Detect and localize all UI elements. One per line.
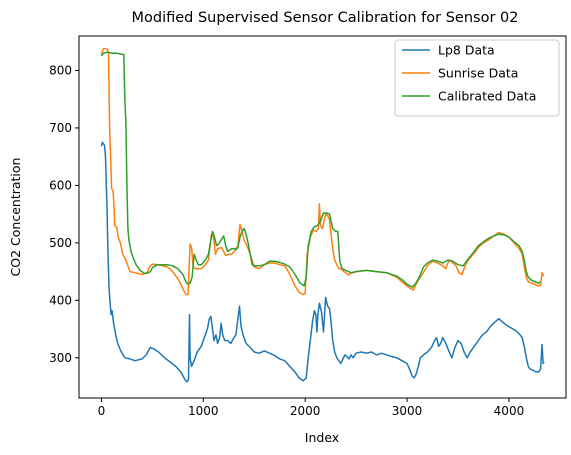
y-tick-label: 300 bbox=[49, 351, 72, 365]
series-line-lp8-data bbox=[100, 141, 545, 383]
x-tick-label: 2000 bbox=[290, 404, 321, 418]
legend-label-sunrise-data: Sunrise Data bbox=[438, 66, 518, 81]
x-tick-label: 1000 bbox=[188, 404, 219, 418]
y-tick-label: 500 bbox=[49, 236, 72, 250]
x-axis-label: Index bbox=[305, 430, 339, 445]
y-tick-label: 400 bbox=[49, 293, 72, 307]
x-tick-label: 0 bbox=[98, 404, 106, 418]
y-tick-label: 600 bbox=[49, 178, 72, 192]
y-axis: 300 400 500 600 700 800 bbox=[49, 63, 79, 365]
y-tick-label: 800 bbox=[49, 63, 72, 77]
legend-label-lp8-data: Lp8 Data bbox=[438, 43, 495, 58]
y-tick-label: 700 bbox=[49, 121, 72, 135]
legend: Lp8 Data Sunrise Data Calibrated Data bbox=[394, 39, 560, 117]
axes-frame bbox=[78, 35, 567, 399]
x-axis: 0 1000 2000 3000 4000 bbox=[98, 398, 525, 418]
legend-box bbox=[394, 39, 560, 117]
series-layer bbox=[100, 47, 545, 383]
series-line-calibrated-data bbox=[100, 51, 541, 288]
y-axis-label: CO2 Concentration bbox=[8, 158, 23, 277]
x-tick-label: 4000 bbox=[494, 404, 525, 418]
x-tick-label: 3000 bbox=[392, 404, 423, 418]
legend-label-calibrated-data: Calibrated Data bbox=[438, 89, 536, 104]
chart-title: Modified Supervised Sensor Calibration f… bbox=[132, 10, 519, 26]
